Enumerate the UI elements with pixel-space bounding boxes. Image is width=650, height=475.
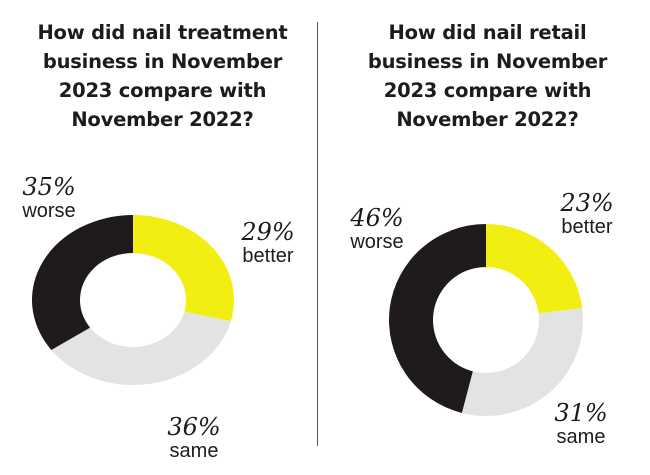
slice-pct-same: 31% — [554, 399, 608, 427]
slice-label-same: 31% same — [545, 400, 617, 448]
slice-label-same: 36% same — [158, 414, 230, 462]
slice-name-same: same — [169, 440, 219, 462]
slice-label-worse: 46% worse — [342, 205, 412, 253]
chart-panel-nail-treatment: How did nail treatment business in Novem… — [14, 21, 304, 462]
slice-name-same: same — [556, 426, 606, 448]
slice-worse — [389, 224, 486, 413]
chart-title: How did nail retail business in November… — [367, 21, 608, 131]
slice-name-worse: worse — [22, 200, 76, 222]
slice-worse — [32, 215, 133, 350]
slice-name-better: better — [242, 245, 294, 267]
slice-pct-worse: 35% — [22, 173, 76, 201]
donut-chart-nail-retail — [389, 224, 583, 416]
slice-pct-better: 29% — [241, 218, 295, 246]
chart-panel-nail-retail: How did nail retail business in November… — [325, 0, 650, 475]
donut-chart-nail-treatment — [32, 215, 234, 385]
slice-name-worse: worse — [350, 231, 404, 253]
slice-better — [486, 224, 583, 314]
slice-pct-better: 23% — [560, 189, 614, 217]
slice-better — [133, 215, 234, 322]
slice-pct-same: 36% — [167, 413, 221, 441]
chart-title: How did nail treatment business in Novem… — [37, 21, 288, 131]
slice-same — [51, 311, 231, 385]
slice-name-better: better — [561, 216, 613, 238]
panel-divider — [317, 22, 318, 446]
slice-label-worse: 35% worse — [14, 174, 84, 222]
slice-same — [461, 307, 583, 416]
slice-pct-worse: 46% — [350, 204, 404, 232]
slice-label-better: 23% better — [551, 190, 623, 238]
slice-label-better: 29% better — [232, 219, 304, 267]
